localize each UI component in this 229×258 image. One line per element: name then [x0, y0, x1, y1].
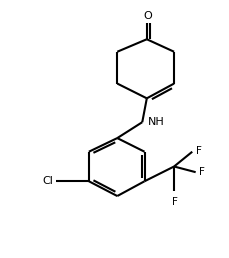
Text: F: F	[195, 146, 201, 156]
Text: Cl: Cl	[42, 176, 53, 186]
Text: O: O	[143, 11, 152, 21]
Text: F: F	[172, 197, 177, 207]
Text: F: F	[198, 167, 204, 177]
Text: NH: NH	[147, 117, 164, 127]
